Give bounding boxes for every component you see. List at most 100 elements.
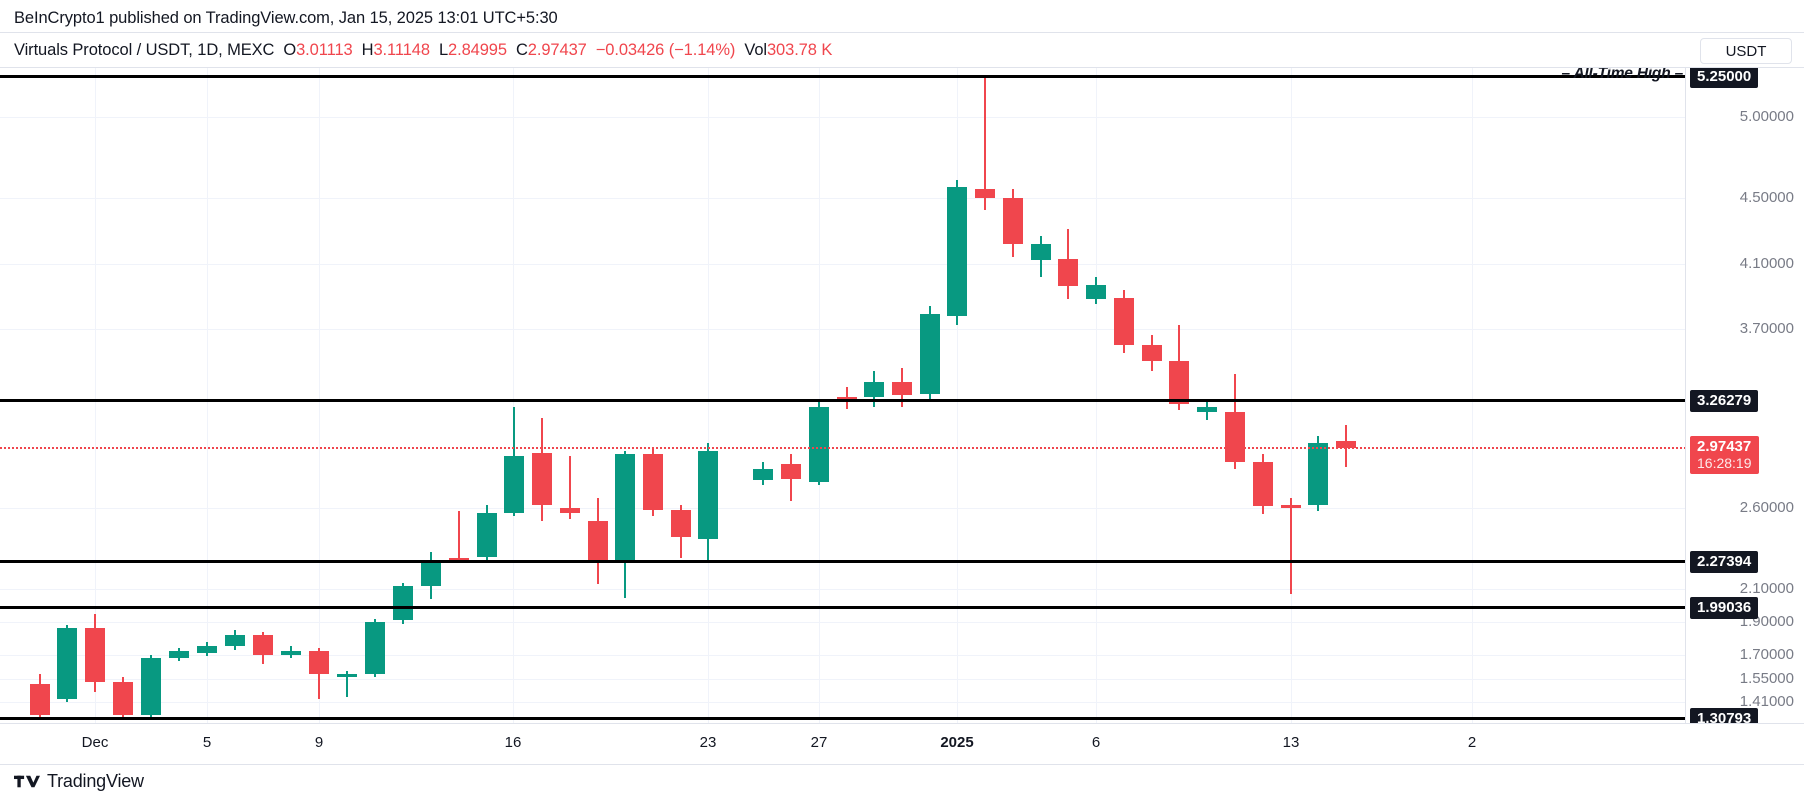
close-label: C <box>515 41 528 59</box>
candle-body[interactable] <box>698 450 718 539</box>
candle-body[interactable] <box>253 635 273 655</box>
candle-body[interactable] <box>477 512 497 557</box>
candle-body[interactable] <box>57 628 77 699</box>
open-label: O <box>283 41 297 59</box>
candle-body[interactable] <box>1281 504 1301 508</box>
candle-body[interactable] <box>920 314 940 394</box>
time-axis-tick: 6 <box>1091 734 1101 751</box>
candle-wick <box>458 511 460 562</box>
candle-body[interactable] <box>113 682 133 715</box>
time-axis-tick: 5 <box>202 734 212 751</box>
gridline-horizontal <box>0 198 1685 199</box>
candle-body[interactable] <box>643 454 663 510</box>
gridline-vertical <box>207 68 208 723</box>
candle-body[interactable] <box>588 520 608 564</box>
candle-body[interactable] <box>781 463 801 479</box>
currency-badge[interactable]: USDT <box>1700 38 1792 64</box>
time-axis-tick: 16 <box>504 734 522 751</box>
candle-body[interactable] <box>671 509 691 538</box>
low-value: 2.84995 <box>448 41 507 59</box>
candle-body[interactable] <box>1225 411 1245 463</box>
gridline-vertical <box>1096 68 1097 723</box>
candle-body[interactable] <box>1114 297 1134 345</box>
candle-body[interactable] <box>281 651 301 655</box>
chart-plot-area[interactable]: – All-Time High – <box>0 68 1686 723</box>
price-pill-countdown: 16:28:19 <box>1697 454 1752 471</box>
candle-body[interactable] <box>225 635 245 647</box>
candle-body[interactable] <box>365 621 385 675</box>
gridline-horizontal <box>0 264 1685 265</box>
candle-body[interactable] <box>504 455 524 513</box>
candle-body[interactable] <box>141 657 161 715</box>
candle-body[interactable] <box>1308 442 1328 505</box>
time-axis[interactable]: Dec 5 9 16 23 27 2025 6 13 2 <box>0 723 1804 765</box>
gridline-vertical <box>513 68 514 723</box>
change-value: −0.03426 (−1.14%) <box>595 41 736 59</box>
candle-body[interactable] <box>197 646 217 653</box>
candle-body[interactable] <box>337 674 357 678</box>
price-level-pill[interactable]: 5.25000 <box>1690 68 1759 89</box>
time-axis-tick: 9 <box>314 734 324 751</box>
candle-wick <box>346 670 348 697</box>
candle-body[interactable] <box>809 406 829 482</box>
open-value: 3.01113 <box>296 41 353 59</box>
candle-body[interactable] <box>615 454 635 562</box>
candle-body[interactable] <box>1031 243 1051 261</box>
high-value: 3.11148 <box>373 41 430 59</box>
candle-body[interactable] <box>309 651 329 675</box>
price-level-pill[interactable]: 3.26279 <box>1690 389 1759 412</box>
candle-body[interactable] <box>837 397 857 401</box>
candle-body[interactable] <box>975 188 995 199</box>
candle-body[interactable] <box>947 186 967 316</box>
price-level-pill[interactable]: 2.27394 <box>1690 551 1759 574</box>
gridline-vertical <box>957 68 958 723</box>
time-axis-tick: Dec <box>81 734 109 751</box>
level-line[interactable] <box>0 560 1685 563</box>
price-axis[interactable]: 5.00000 4.50000 4.10000 3.70000 2.60000 2.100… <box>1686 68 1804 723</box>
gridline-horizontal <box>0 329 1685 330</box>
candle-body[interactable] <box>1253 462 1273 507</box>
candle-body[interactable] <box>864 382 884 398</box>
candle-body[interactable] <box>1142 344 1162 362</box>
candle-body[interactable] <box>1197 406 1217 412</box>
level-line[interactable] <box>0 75 1685 78</box>
price-axis-tick: 2.10000 <box>1739 580 1794 598</box>
candle-body[interactable] <box>892 382 912 396</box>
candle-wick <box>984 76 986 210</box>
candle-body[interactable] <box>1003 198 1023 244</box>
publish-attribution: BeInCrypto1 published on TradingView.com… <box>14 9 558 27</box>
candle-body[interactable] <box>449 558 469 562</box>
price-axis-tick: 3.70000 <box>1739 319 1794 337</box>
price-level-pill[interactable]: 1.30793 <box>1690 708 1759 723</box>
candle-body[interactable] <box>1336 441 1356 448</box>
high-label: H <box>361 41 374 59</box>
candle-body[interactable] <box>169 651 189 658</box>
gridline-vertical <box>708 68 709 723</box>
candle-body[interactable] <box>560 507 580 513</box>
current-price-pill[interactable]: 2.97437 16:28:19 <box>1690 435 1759 474</box>
price-pill-value: 1.99036 <box>1697 599 1752 617</box>
price-pill-value: 1.30793 <box>1697 710 1752 723</box>
gridline-horizontal <box>0 117 1685 118</box>
candle-body[interactable] <box>532 452 552 505</box>
candle-body[interactable] <box>421 560 441 587</box>
candle-body[interactable] <box>753 468 773 481</box>
level-line[interactable] <box>0 399 1685 402</box>
time-axis-tick: 27 <box>810 734 828 751</box>
candle-body[interactable] <box>1058 258 1078 287</box>
candle-body[interactable] <box>85 628 105 683</box>
volume-value: 303.78 K <box>766 41 833 59</box>
time-axis-tick: 23 <box>699 734 717 751</box>
candle-body[interactable] <box>30 683 50 715</box>
low-label: L <box>438 41 449 59</box>
gridline-vertical <box>819 68 820 723</box>
candle-body[interactable] <box>1086 284 1106 300</box>
candle-body[interactable] <box>1169 361 1189 404</box>
symbol-title[interactable]: Virtuals Protocol / USDT, 1D, MEXC <box>14 41 275 59</box>
level-line[interactable] <box>0 717 1685 720</box>
level-line[interactable] <box>0 606 1685 609</box>
price-level-pill[interactable]: 1.99036 <box>1690 597 1759 620</box>
gridline-horizontal <box>0 508 1685 509</box>
candle-body[interactable] <box>393 586 413 621</box>
